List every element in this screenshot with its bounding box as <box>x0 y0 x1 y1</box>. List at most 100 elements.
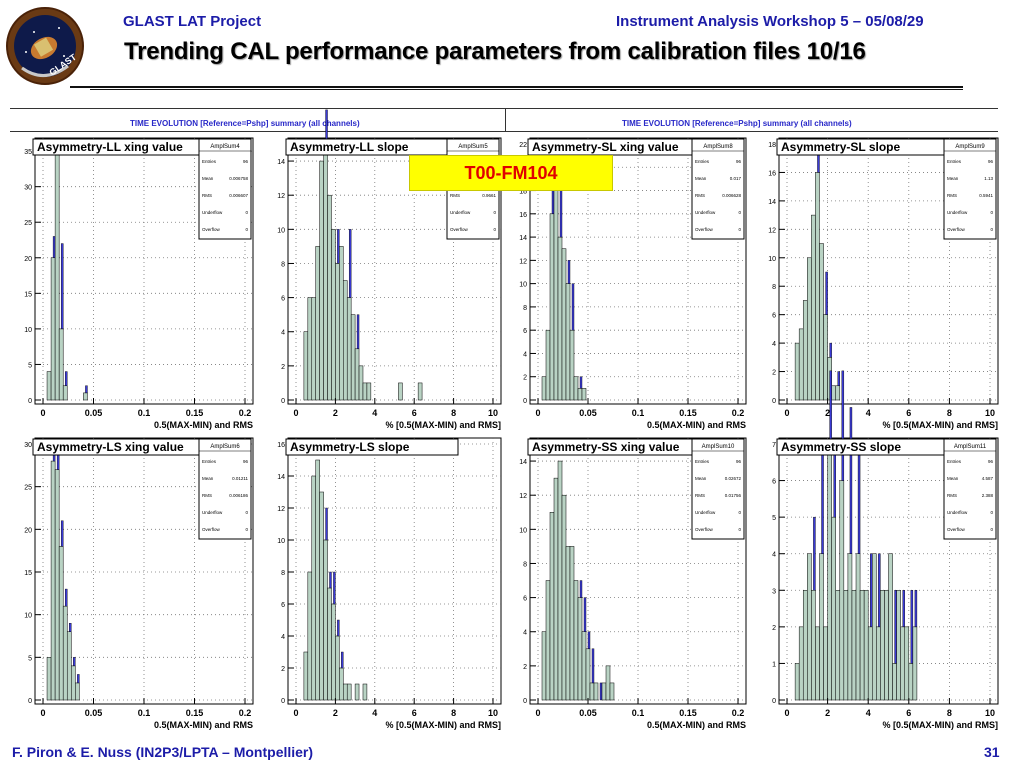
histogram-bar <box>569 546 575 701</box>
histogram-bar-overflow <box>841 370 845 481</box>
stats-key: Entries <box>695 459 710 464</box>
histogram-bar-overflow <box>902 590 905 628</box>
y-tick-label: 2 <box>523 664 527 671</box>
histogram-bar <box>819 553 824 701</box>
y-tick-label: 6 <box>523 328 527 335</box>
histogram-bar-overflow <box>857 443 861 554</box>
histogram-bar <box>303 651 309 701</box>
stats-value: 1.13 <box>984 176 993 181</box>
histogram-bar <box>823 314 828 401</box>
histogram-bar <box>541 376 547 401</box>
y-tick-label: 0 <box>772 698 776 705</box>
y-tick-label: 16 <box>277 442 285 449</box>
stats-key: RMS <box>695 493 705 498</box>
histogram-bar <box>802 300 808 401</box>
x-tick-label: 0 <box>784 708 789 718</box>
histogram-bar-overflow <box>337 229 340 264</box>
y-tick-label: 30 <box>24 185 32 192</box>
histogram-bar-overflow <box>878 553 881 628</box>
project-name: GLAST LAT Project <box>123 13 262 30</box>
histogram-bar-overflow <box>813 516 816 591</box>
x-tick-label: 0.2 <box>239 408 252 418</box>
histogram-bar <box>346 297 352 401</box>
histogram-bar <box>327 194 332 401</box>
y-tick-label: 4 <box>281 330 285 337</box>
stats-name: AmplSum4 <box>210 144 240 150</box>
histogram-bar <box>354 683 360 701</box>
y-tick-label: 0 <box>281 398 285 405</box>
histogram-bar <box>319 160 324 401</box>
stats-box <box>691 138 745 240</box>
x-tick-label: 4 <box>866 408 871 418</box>
histogram-bar <box>835 590 841 701</box>
histogram-bar <box>573 376 579 401</box>
x-tick-label: 0.15 <box>679 408 697 418</box>
histogram-bar <box>549 213 555 401</box>
histogram-bar <box>823 626 828 701</box>
histogram-bar <box>851 590 857 701</box>
histogram-bar-overflow <box>870 553 873 628</box>
y-tick-label: 14 <box>277 159 285 166</box>
y-tick-label: 15 <box>24 570 32 577</box>
stats-key: Underflow <box>202 210 223 215</box>
y-tick-label: 0 <box>523 398 527 405</box>
y-tick-label: 0 <box>28 398 32 405</box>
stats-value: 0 <box>493 227 496 232</box>
y-tick-label: 14 <box>519 235 527 242</box>
stats-value: 0 <box>990 510 993 515</box>
stats-key: Mean <box>947 176 959 181</box>
histogram-bar <box>827 443 832 701</box>
x-tick-label: 2 <box>333 408 338 418</box>
stats-value: 0.02672 <box>725 476 742 481</box>
plot-title: Asymmetry-LL slope <box>290 140 409 154</box>
y-tick-label: 14 <box>768 199 776 206</box>
stats-key: RMS <box>695 193 705 198</box>
y-tick-label: 2 <box>281 364 285 371</box>
y-tick-label: 0 <box>281 698 285 705</box>
x-tick-label: 0.05 <box>85 408 103 418</box>
histogram-bar-overflow <box>69 623 72 632</box>
stats-value: 96 <box>736 159 742 164</box>
histogram-bar-overflow <box>65 588 68 607</box>
stats-name: AmplSum11 <box>954 444 987 450</box>
histogram-bar <box>601 682 607 701</box>
x-tick-label: 4 <box>372 408 377 418</box>
histogram-bar-overflow <box>333 571 336 605</box>
histogram-bar <box>589 682 595 701</box>
stats-key: Entries <box>947 459 962 464</box>
stats-value: 96 <box>243 459 249 464</box>
strip-divider <box>505 109 506 131</box>
y-tick-label: 18 <box>519 189 527 196</box>
stats-box <box>198 138 252 240</box>
y-tick-label: 16 <box>519 212 527 219</box>
histogram-bar <box>62 605 68 701</box>
x-tick-label: 0.1 <box>632 708 645 718</box>
y-tick-label: 8 <box>523 305 527 312</box>
histogram-bar <box>831 516 836 701</box>
x-tick-label: 6 <box>412 408 417 418</box>
stats-value: 0 <box>493 210 496 215</box>
y-tick-label: 4 <box>772 341 776 348</box>
y-tick-label: 6 <box>281 602 285 609</box>
histogram-bar-overflow <box>85 385 88 394</box>
plot-title: Asymmetry-SL slope <box>781 140 900 154</box>
histogram-bar <box>561 494 567 701</box>
histogram-bar <box>339 667 344 701</box>
histogram-bar <box>83 392 88 401</box>
histogram-bar <box>58 546 64 701</box>
histogram-bar <box>354 348 360 401</box>
stats-value: 0.5941 <box>979 193 993 198</box>
stats-key: RMS <box>202 193 212 198</box>
plot-title: Asymmetry-SS xing value <box>532 440 680 454</box>
y-tick-label: 12 <box>519 493 527 500</box>
x-tick-label: 0.1 <box>632 408 645 418</box>
stats-key: Entries <box>947 159 962 164</box>
histogram-bar <box>557 460 563 701</box>
y-tick-label: 20 <box>24 256 32 263</box>
histogram-bar-overflow <box>571 283 575 331</box>
histogram-bar <box>880 590 885 701</box>
histogram-bar <box>581 388 587 401</box>
x-tick-label: 2 <box>333 708 338 718</box>
stats-name: AmplSum5 <box>458 144 488 150</box>
